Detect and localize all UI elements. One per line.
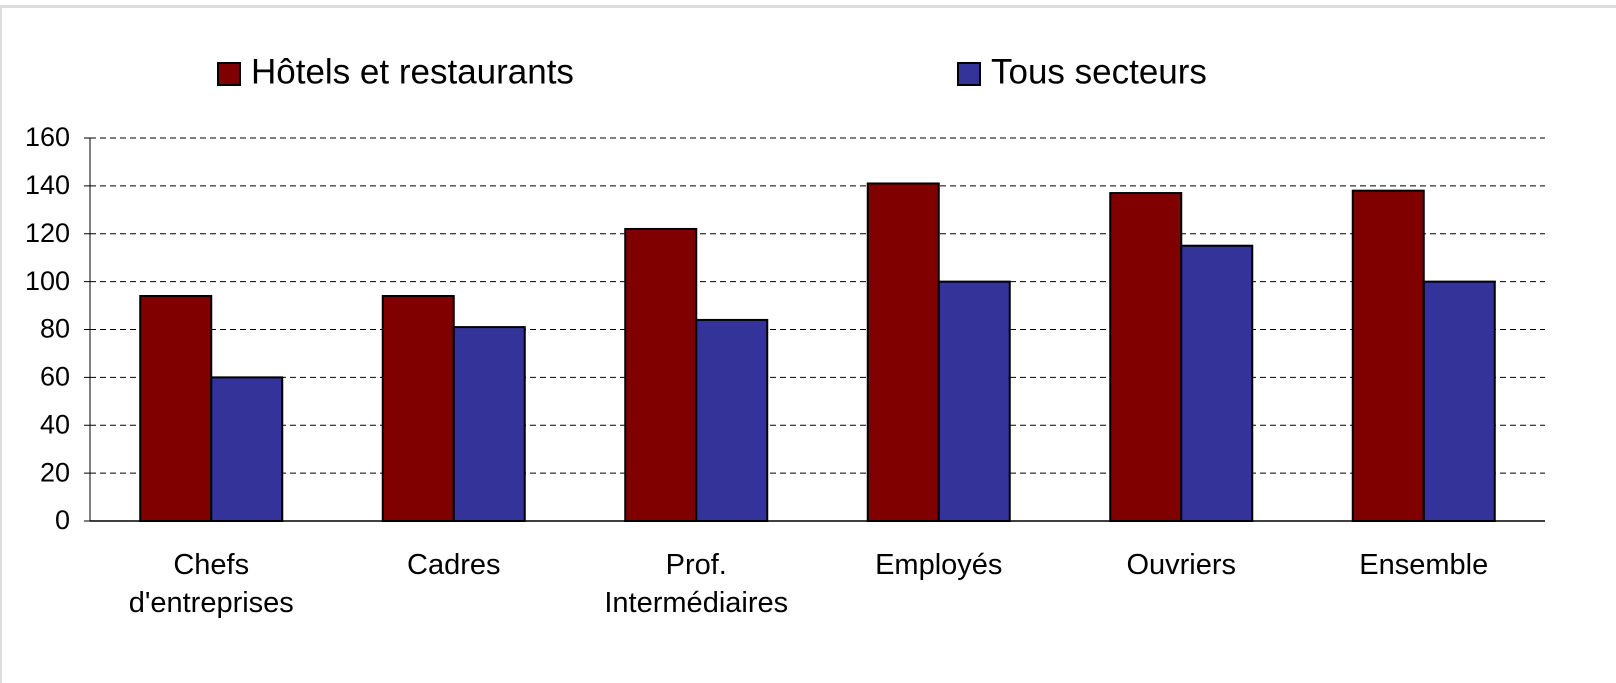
bar (866, 182, 940, 522)
bar (1180, 244, 1254, 522)
y-tick-label: 0 (55, 505, 70, 535)
x-tick-label: Cadres (407, 549, 501, 581)
bar (381, 294, 455, 522)
y-tick-label: 160 (25, 122, 70, 152)
bar (937, 280, 1011, 522)
bar (1422, 280, 1496, 522)
frame (0, 5, 1616, 683)
bar (452, 326, 526, 523)
bar (624, 227, 698, 522)
y-tick-label: 20 (40, 457, 70, 487)
x-tick-label: Ensemble (1359, 549, 1489, 581)
legend-label: Tous secteurs (991, 52, 1207, 91)
y-tick-label: 40 (40, 409, 70, 439)
x-tick-label: Ouvriers (1126, 549, 1237, 581)
y-tick-label: 80 (40, 314, 70, 344)
legend-swatch (957, 62, 981, 86)
y-tick-label: 60 (40, 362, 70, 392)
x-tick-label: Prof. Intermédiaires (604, 549, 789, 619)
legend-swatch (217, 62, 241, 86)
bar (1351, 189, 1425, 522)
bar (1109, 192, 1183, 522)
x-tick-label: Chefs d'entreprises (128, 549, 294, 619)
bar (695, 318, 769, 522)
y-tick-label: 120 (25, 218, 70, 248)
x-tick-label: Employés (875, 549, 1003, 581)
legend-label: Hôtels et restaurants (251, 52, 574, 91)
y-tick-label: 140 (25, 170, 70, 200)
y-tick-label: 100 (25, 266, 70, 296)
bar (210, 376, 284, 522)
bar (139, 294, 213, 522)
